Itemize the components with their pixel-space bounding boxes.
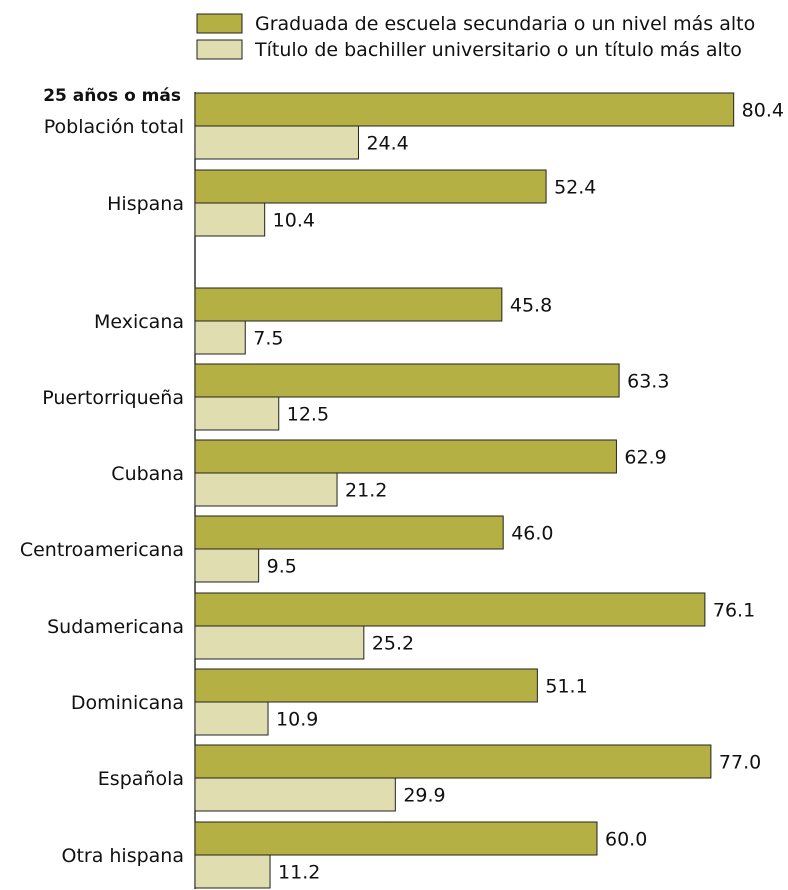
bar-mexicana-secundaria xyxy=(194,287,503,322)
bar-poblacion-total-secundaria xyxy=(194,92,735,127)
value-label-puertorriquena-secundaria: 63.3 xyxy=(627,371,669,393)
value-label-puertorriquena-bachiller: 12.5 xyxy=(287,404,329,426)
value-label-hispana-secundaria: 52.4 xyxy=(554,177,596,199)
legend-swatch-secundaria xyxy=(196,13,243,34)
category-label-centroamericana: Centroamericana xyxy=(20,539,184,561)
legend-label-bachiller: Título de bachiller universitario o un t… xyxy=(254,39,742,61)
category-label-espanola: Española xyxy=(98,768,184,790)
value-label-otra-hispana-bachiller: 11.2 xyxy=(278,862,320,884)
value-label-cubana-secundaria: 62.9 xyxy=(624,447,666,469)
bar-cubana-bachiller xyxy=(194,472,338,507)
category-label-poblacion-total: Población total xyxy=(44,116,184,138)
bar-otra-hispana-bachiller xyxy=(194,854,271,889)
category-label-otra-hispana: Otra hispana xyxy=(61,845,184,867)
bars xyxy=(194,92,735,889)
bar-poblacion-total-bachiller xyxy=(194,125,359,160)
bar-dominicana-secundaria xyxy=(194,668,538,703)
value-label-cubana-bachiller: 21.2 xyxy=(345,480,387,502)
category-label-hispana: Hispana xyxy=(107,193,184,215)
value-label-sudamericana-bachiller: 25.2 xyxy=(372,633,414,655)
bar-puertorriquena-bachiller xyxy=(194,396,280,431)
bar-espanola-bachiller xyxy=(194,777,396,812)
category-label-cubana: Cubana xyxy=(111,463,184,485)
value-label-poblacion-total-bachiller: 24.4 xyxy=(366,133,408,155)
value-label-centroamericana-bachiller: 9.5 xyxy=(267,556,297,578)
value-label-centroamericana-secundaria: 46.0 xyxy=(511,523,553,545)
bar-centroamericana-bachiller xyxy=(194,548,260,583)
value-label-poblacion-total-secundaria: 80.4 xyxy=(742,100,784,122)
category-label-puertorriquena: Puertorriqueña xyxy=(42,387,184,409)
value-label-sudamericana-secundaria: 76.1 xyxy=(713,600,755,622)
bar-otra-hispana-secundaria xyxy=(194,821,598,856)
value-label-mexicana-bachiller: 7.5 xyxy=(253,328,283,350)
group-heading: 25 años o más xyxy=(43,86,181,106)
legend-swatch-bachiller xyxy=(196,39,243,60)
legend: Graduada de escuela secundaria o un nive… xyxy=(196,13,755,61)
category-label-mexicana: Mexicana xyxy=(94,311,184,333)
legend-label-secundaria: Graduada de escuela secundaria o un nive… xyxy=(255,13,755,35)
bar-sudamericana-bachiller xyxy=(194,625,365,660)
category-label-sudamericana: Sudamericana xyxy=(47,616,184,638)
value-label-hispana-bachiller: 10.4 xyxy=(273,210,315,232)
value-label-otra-hispana-secundaria: 60.0 xyxy=(605,829,647,851)
bar-hispana-secundaria xyxy=(194,169,547,204)
bar-mexicana-bachiller xyxy=(194,320,246,355)
bar-cubana-secundaria xyxy=(194,439,617,474)
labels: 80.4 24.4 Población total 52.4 10.4 Hispana 45… xyxy=(20,100,784,884)
value-label-mexicana-secundaria: 45.8 xyxy=(510,295,552,317)
value-label-espanola-secundaria: 77.0 xyxy=(719,752,761,774)
value-label-dominicana-secundaria: 51.1 xyxy=(545,676,587,698)
bar-hispana-bachiller xyxy=(194,202,266,237)
category-label-dominicana: Dominicana xyxy=(71,692,184,714)
value-label-dominicana-bachiller: 10.9 xyxy=(276,709,318,731)
bar-centroamericana-secundaria xyxy=(194,515,504,550)
value-label-espanola-bachiller: 29.9 xyxy=(403,785,445,807)
bar-dominicana-bachiller xyxy=(194,701,269,736)
bar-puertorriquena-secundaria xyxy=(194,363,620,398)
bar-espanola-secundaria xyxy=(194,744,712,779)
bar-sudamericana-secundaria xyxy=(194,592,706,627)
